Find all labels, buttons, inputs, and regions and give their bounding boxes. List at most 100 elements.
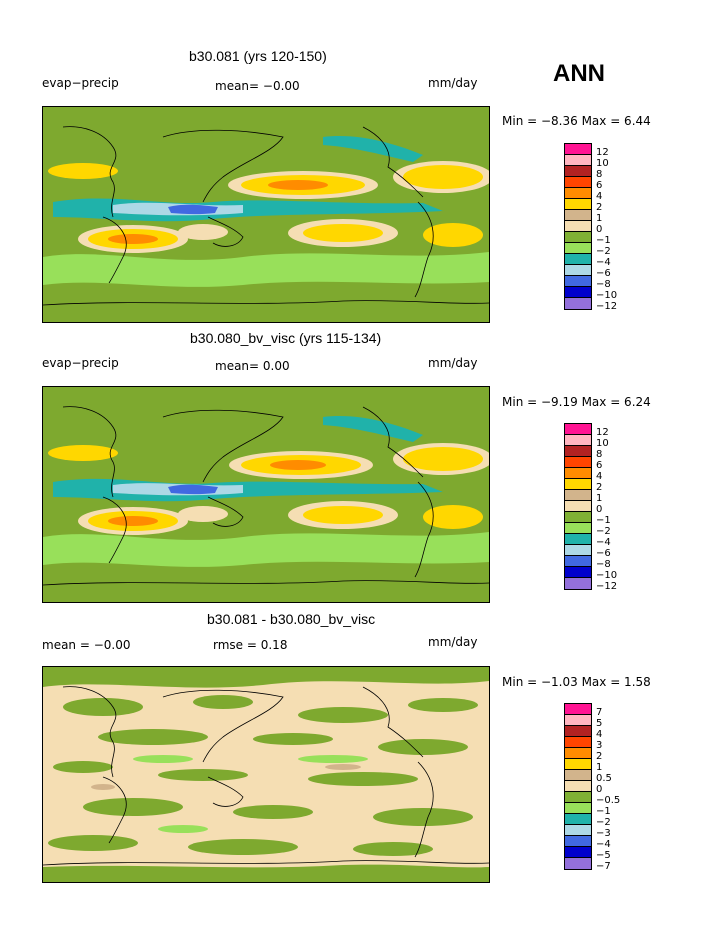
colorbar-tick-label: −12 bbox=[596, 581, 618, 592]
colorbar-tick-label: 8 bbox=[596, 449, 603, 460]
panel-1-colorbar bbox=[564, 143, 592, 310]
colorbar-swatch bbox=[565, 265, 591, 276]
season-label: ANN bbox=[553, 60, 605, 87]
colorbar-tick-label: −5 bbox=[596, 850, 611, 861]
colorbar-swatch bbox=[565, 737, 591, 748]
panel-3-mean-label: mean = −0.00 bbox=[42, 638, 131, 652]
colorbar-swatch bbox=[565, 803, 591, 814]
colorbar-swatch bbox=[565, 276, 591, 287]
colorbar-tick-label: 12 bbox=[596, 147, 609, 158]
colorbar-tick-label: 1 bbox=[596, 493, 603, 504]
colorbar-tick-label: 4 bbox=[596, 191, 603, 202]
colorbar-swatch bbox=[565, 501, 591, 512]
colorbar-swatch bbox=[565, 199, 591, 210]
colorbar-tick-label: −4 bbox=[596, 257, 611, 268]
colorbar-swatch bbox=[565, 166, 591, 177]
colorbar-tick-label: −2 bbox=[596, 246, 611, 257]
colorbar-swatch bbox=[565, 232, 591, 243]
colorbar-swatch bbox=[565, 578, 591, 589]
colorbar-swatch bbox=[565, 704, 591, 715]
colorbar-swatch bbox=[565, 545, 591, 556]
colorbar-tick-label: 4 bbox=[596, 471, 603, 482]
panel-3-units-label: mm/day bbox=[428, 635, 478, 649]
colorbar-swatch bbox=[565, 155, 591, 166]
colorbar-tick-label: 6 bbox=[596, 180, 603, 191]
colorbar-tick-label: −3 bbox=[596, 828, 611, 839]
panel-1-variable-label: evap−precip bbox=[42, 76, 119, 90]
panel-3-minmax: Min = −1.03 Max = 1.58 bbox=[502, 675, 651, 689]
panel-2-mean-label: mean= 0.00 bbox=[215, 359, 290, 373]
colorbar-tick-label: 2 bbox=[596, 202, 603, 213]
colorbar-swatch bbox=[565, 446, 591, 457]
colorbar-swatch bbox=[565, 177, 591, 188]
colorbar-swatch bbox=[565, 221, 591, 232]
colorbar-swatch bbox=[565, 298, 591, 309]
colorbar-tick-label: 10 bbox=[596, 158, 609, 169]
panel-1-title: b30.081 (yrs 120-150) bbox=[189, 48, 327, 64]
panel-2-minmax: Min = −9.19 Max = 6.24 bbox=[502, 395, 651, 409]
colorbar-swatch bbox=[565, 534, 591, 545]
colorbar-swatch bbox=[565, 726, 591, 737]
panel-1-map bbox=[42, 106, 490, 323]
colorbar-swatch bbox=[565, 479, 591, 490]
colorbar-tick-label: 2 bbox=[596, 751, 603, 762]
colorbar-swatch bbox=[565, 457, 591, 468]
colorbar-tick-label: 0 bbox=[596, 784, 603, 795]
colorbar-swatch bbox=[565, 759, 591, 770]
colorbar-tick-label: −7 bbox=[596, 861, 611, 872]
panel-3-rmse-label: rmse = 0.18 bbox=[213, 638, 288, 652]
colorbar-tick-label: 0 bbox=[596, 504, 603, 515]
panel-2-colorbar bbox=[564, 423, 592, 590]
colorbar-tick-label: −10 bbox=[596, 290, 618, 301]
colorbar-tick-label: 7 bbox=[596, 707, 603, 718]
colorbar-swatch bbox=[565, 748, 591, 759]
colorbar-tick-label: 0 bbox=[596, 224, 603, 235]
colorbar-tick-label: 10 bbox=[596, 438, 609, 449]
colorbar-tick-label: −1 bbox=[596, 806, 611, 817]
panel-2-variable-label: evap−precip bbox=[42, 356, 119, 370]
colorbar-swatch bbox=[565, 254, 591, 265]
colorbar-swatch bbox=[565, 188, 591, 199]
panel-2-colorbar-ticks: 12 10 8 6 4 2 1 0 −1 −2 −4 −6 −8 −10 −12 bbox=[596, 427, 617, 592]
colorbar-swatch bbox=[565, 715, 591, 726]
colorbar-tick-label: 2 bbox=[596, 482, 603, 493]
colorbar-tick-label: 0.5 bbox=[596, 773, 612, 784]
colorbar-tick-label: −4 bbox=[596, 839, 611, 850]
colorbar-tick-label: −1 bbox=[596, 235, 611, 246]
colorbar-swatch bbox=[565, 836, 591, 847]
colorbar-swatch bbox=[565, 490, 591, 501]
colorbar-tick-label: 4 bbox=[596, 729, 603, 740]
colorbar-tick-label: 5 bbox=[596, 718, 603, 729]
panel-3-map bbox=[42, 666, 490, 883]
colorbar-swatch bbox=[565, 847, 591, 858]
colorbar-tick-label: 8 bbox=[596, 169, 603, 180]
colorbar-swatch bbox=[565, 858, 591, 869]
panel-2-title: b30.080_bv_visc (yrs 115-134) bbox=[190, 330, 382, 346]
colorbar-tick-label: −6 bbox=[596, 268, 611, 279]
panel-3-colorbar bbox=[564, 703, 592, 870]
panel-3-title: b30.081 - b30.080_bv_visc bbox=[207, 611, 376, 627]
colorbar-tick-label: −2 bbox=[596, 526, 611, 537]
colorbar-swatch bbox=[565, 243, 591, 254]
colorbar-tick-label: 3 bbox=[596, 740, 603, 751]
colorbar-tick-label: 12 bbox=[596, 427, 609, 438]
colorbar-swatch bbox=[565, 770, 591, 781]
colorbar-tick-label: −10 bbox=[596, 570, 618, 581]
colorbar-tick-label: −2 bbox=[596, 817, 611, 828]
colorbar-tick-label: 1 bbox=[596, 213, 603, 224]
colorbar-tick-label: −1 bbox=[596, 515, 611, 526]
colorbar-tick-label: −8 bbox=[596, 559, 611, 570]
panel-1-minmax: Min = −8.36 Max = 6.44 bbox=[502, 114, 651, 128]
colorbar-swatch bbox=[565, 512, 591, 523]
panel-2-units-label: mm/day bbox=[428, 356, 478, 370]
colorbar-swatch bbox=[565, 781, 591, 792]
colorbar-tick-label: −12 bbox=[596, 301, 618, 312]
colorbar-swatch bbox=[565, 567, 591, 578]
panel-1-units-label: mm/day bbox=[428, 76, 478, 90]
colorbar-tick-label: 6 bbox=[596, 460, 603, 471]
colorbar-swatch bbox=[565, 523, 591, 534]
colorbar-tick-label: −4 bbox=[596, 537, 611, 548]
colorbar-swatch bbox=[565, 287, 591, 298]
colorbar-swatch bbox=[565, 556, 591, 567]
colorbar-swatch bbox=[565, 424, 591, 435]
